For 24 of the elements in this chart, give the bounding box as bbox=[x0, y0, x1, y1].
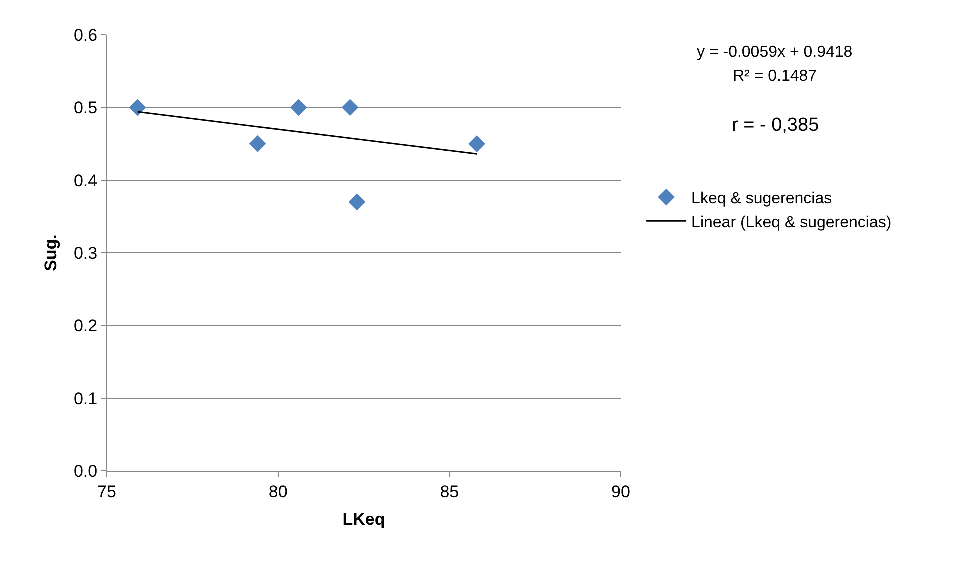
legend-label: Lkeq & sugerencias bbox=[692, 190, 832, 208]
x-tick-label: 80 bbox=[268, 482, 288, 502]
y-tick-label: 0.2 bbox=[74, 316, 98, 336]
text: y = -0.0059x + 0.9418 bbox=[697, 44, 853, 61]
x-tick-label: 75 bbox=[98, 482, 116, 502]
y-tick-label: 0.0 bbox=[74, 462, 98, 481]
point bbox=[129, 99, 146, 116]
text: r = - 0,385 bbox=[732, 115, 820, 136]
point bbox=[342, 99, 359, 116]
y-tick-label: 0.4 bbox=[74, 171, 98, 190]
y-tick-label: 0.1 bbox=[74, 389, 98, 408]
x-tick-label: 85 bbox=[440, 482, 460, 502]
x-axis-title: LKeq bbox=[342, 510, 386, 529]
y-tick-label: 0.5 bbox=[74, 98, 98, 118]
point bbox=[249, 136, 266, 152]
y-tick-label: 0.3 bbox=[74, 244, 98, 263]
legend-label: Linear (Lkeq & sugerencias) bbox=[692, 214, 892, 232]
x-tick-label: 90 bbox=[612, 482, 630, 502]
point bbox=[290, 99, 308, 116]
point bbox=[348, 194, 366, 211]
y-axis-title: Sug. bbox=[42, 234, 61, 272]
point bbox=[468, 136, 486, 152]
text: R² = 0.1487 bbox=[733, 68, 818, 85]
y-tick-label: 0.6 bbox=[74, 26, 98, 45]
